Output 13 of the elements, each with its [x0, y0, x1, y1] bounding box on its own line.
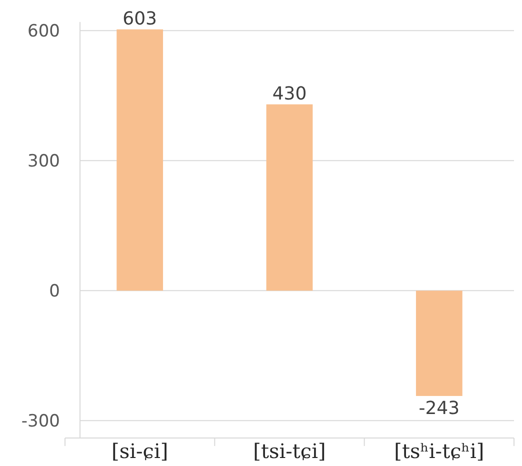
- x-tick-label: [tsi-tɕi]: [253, 439, 326, 463]
- bar: [116, 29, 164, 291]
- x-tick-label: [si-ɕi]: [112, 439, 168, 463]
- y-tick-label: 300: [28, 152, 60, 172]
- y-tick-label: 0: [49, 282, 60, 302]
- y-tick-label: -300: [21, 412, 60, 432]
- bar: [266, 104, 313, 291]
- data-label: -243: [418, 398, 460, 419]
- bar: [416, 290, 462, 396]
- data-label: 430: [272, 83, 307, 104]
- x-tick-label: [tsʰi-tɕʰi]: [394, 439, 484, 463]
- data-label: 603: [122, 8, 158, 30]
- y-tick-label: 600: [28, 22, 60, 42]
